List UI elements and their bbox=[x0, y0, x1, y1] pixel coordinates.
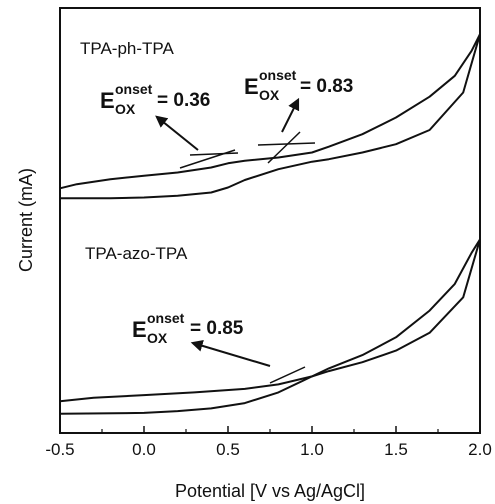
x-tick-label: -0.5 bbox=[45, 440, 74, 459]
x-tick-label: 0.0 bbox=[132, 440, 156, 459]
ann-sub: OX bbox=[147, 330, 168, 346]
x-ticks: -0.5 0.0 0.5 1.0 1.5 2.0 bbox=[45, 426, 492, 459]
cv-series-azo-reverse bbox=[59, 239, 481, 415]
arrow-ph-036 bbox=[155, 115, 199, 151]
ann-sup: onset bbox=[259, 67, 297, 83]
tangent-lines bbox=[179, 131, 316, 384]
tangent-line bbox=[179, 149, 236, 169]
x-tick-label: 2.0 bbox=[468, 440, 492, 459]
panel-label-ph: TPA-ph-TPA bbox=[80, 39, 174, 58]
arrow-azo-085 bbox=[190, 339, 271, 367]
e-letter: E bbox=[132, 317, 147, 342]
cv-series-ph-reverse bbox=[60, 33, 481, 200]
x-tick-label: 1.0 bbox=[300, 440, 324, 459]
x-axis-title: Potential [V vs Ag/AgCl] bbox=[175, 481, 365, 501]
e-letter: E bbox=[100, 88, 115, 113]
ann-sub: OX bbox=[259, 87, 280, 103]
ann-value: = 0.36 bbox=[157, 90, 210, 111]
ann-sup: onset bbox=[115, 81, 153, 97]
y-axis-title: Current (mA) bbox=[16, 168, 36, 272]
tangent-line bbox=[189, 152, 239, 156]
ann-value: = 0.83 bbox=[300, 76, 353, 97]
ann-value: = 0.85 bbox=[190, 318, 244, 339]
panel-label-azo: TPA-azo-TPA bbox=[85, 244, 188, 263]
tangent-line bbox=[267, 131, 301, 164]
annotation-ph-083: E onset OX = 0.83 bbox=[244, 67, 353, 103]
annotation-arrows bbox=[155, 97, 300, 367]
annotation-ph-036: E onset OX = 0.36 bbox=[100, 81, 210, 117]
cv-series-ph-forward bbox=[59, 33, 481, 190]
cv-series-azo-forward bbox=[59, 238, 481, 403]
annotation-azo-085: E onset OX = 0.85 bbox=[132, 310, 244, 346]
arrow-ph-083 bbox=[281, 97, 300, 133]
ann-sup: onset bbox=[147, 310, 185, 326]
ann-sub: OX bbox=[115, 101, 136, 117]
tangent-line bbox=[269, 366, 306, 384]
x-tick-label: 0.5 bbox=[216, 440, 240, 459]
tangent-line bbox=[257, 142, 316, 146]
cv-curves bbox=[59, 33, 481, 415]
e-letter: E bbox=[244, 74, 259, 99]
x-tick-label: 1.5 bbox=[384, 440, 408, 459]
